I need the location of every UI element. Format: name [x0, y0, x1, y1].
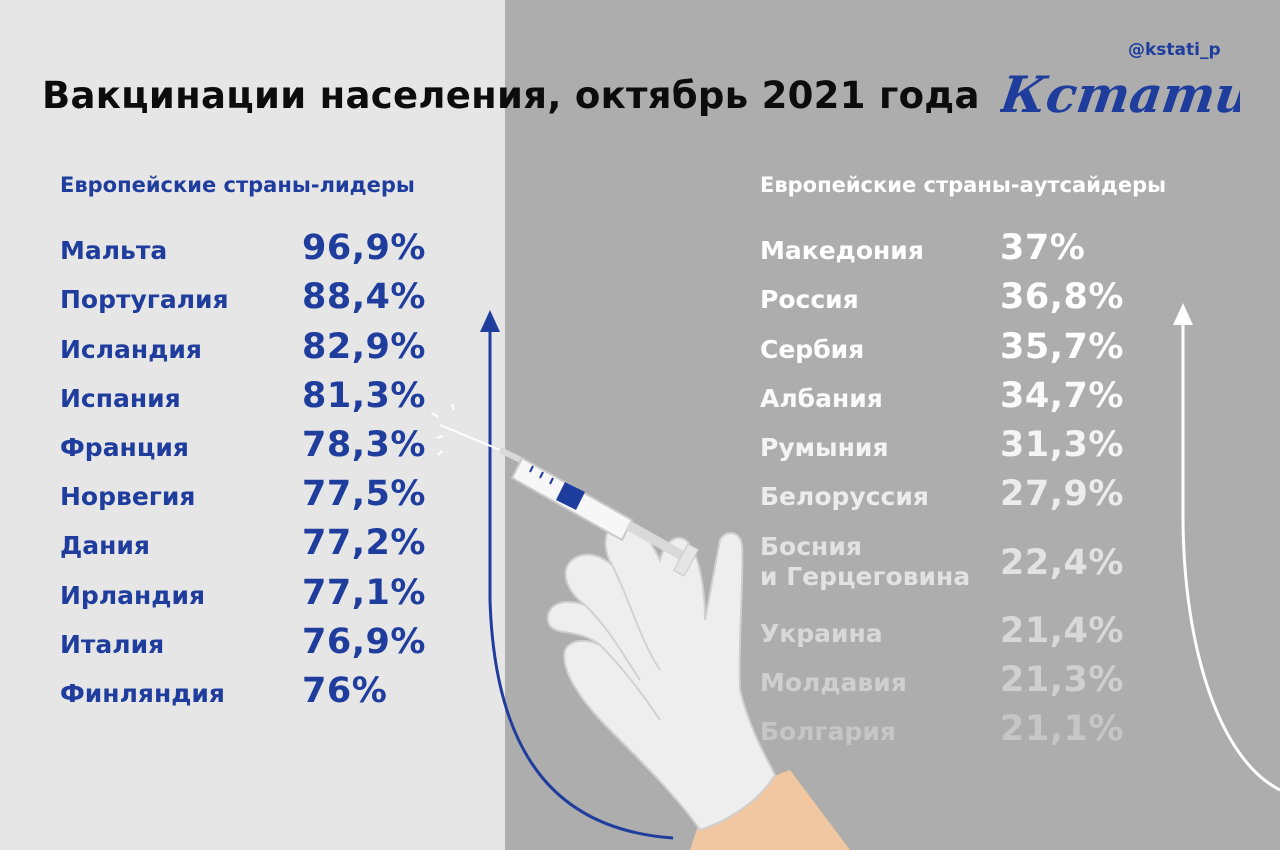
- outsider-value: 34,7%: [1000, 376, 1124, 416]
- gloved-hand-icon: [546, 520, 777, 832]
- outsider-country: Босния: [760, 532, 862, 561]
- leader-country: Италия: [60, 630, 165, 659]
- leader-value: 77,2%: [302, 523, 426, 563]
- outsider-value: 27,9%: [1000, 474, 1124, 514]
- leader-value: 76%: [302, 671, 388, 711]
- outsider-country: Россия: [760, 285, 859, 314]
- outsider-country: Белоруссия: [760, 482, 929, 511]
- leaders-heading: Европейские страны-лидеры: [60, 173, 415, 197]
- outsider-value: 22,4%: [1000, 543, 1124, 583]
- leader-country: Дания: [60, 531, 150, 560]
- page-title: Вакцинации населения, октябрь 2021 года: [42, 74, 980, 117]
- leader-country: Португалия: [60, 285, 229, 314]
- leader-country: Мальта: [60, 236, 168, 265]
- leader-country: Финляндия: [60, 679, 225, 708]
- leader-value: 88,4%: [302, 277, 426, 317]
- outsider-value: 21,3%: [1000, 660, 1124, 700]
- outsider-value: 31,3%: [1000, 425, 1124, 465]
- leader-country: Испания: [60, 384, 181, 413]
- outsider-value: 36,8%: [1000, 277, 1124, 317]
- leader-value: 82,9%: [302, 327, 426, 367]
- outsider-country: Украина: [760, 619, 883, 648]
- outsiders-heading: Европейские страны-аутсайдеры: [760, 173, 1167, 197]
- outsider-country: Албания: [760, 384, 883, 413]
- brand-handle: @kstati_p: [1128, 40, 1221, 60]
- outsider-country: Македония: [760, 236, 924, 265]
- up-arrow-icon: [1173, 303, 1280, 792]
- leader-value: 77,1%: [302, 573, 426, 613]
- left-panel: [0, 0, 505, 850]
- outsider-country: Сербия: [760, 335, 865, 364]
- leader-value: 78,3%: [302, 425, 426, 465]
- leader-value: 76,9%: [302, 622, 426, 662]
- outsider-country: Молдавия: [760, 668, 907, 697]
- leader-country: Ирландия: [60, 581, 206, 610]
- leader-value: 81,3%: [302, 376, 426, 416]
- outsider-country: Болгария: [760, 717, 896, 746]
- outsider-value: 37%: [1000, 228, 1086, 268]
- outsider-country: Румыния: [760, 433, 889, 462]
- leader-country: Франция: [60, 433, 189, 462]
- brand-logo: Кстати,: [995, 60, 1273, 134]
- outsider-value: 21,1%: [1000, 709, 1124, 749]
- leader-value: 77,5%: [302, 474, 426, 514]
- outsider-value: 21,4%: [1000, 611, 1124, 651]
- brand-logo-text: Кстати,: [1000, 65, 1240, 124]
- up-arrow-icon: [480, 310, 674, 840]
- outsider-value: 35,7%: [1000, 327, 1124, 367]
- syringe-icon: [431, 403, 700, 577]
- leader-country: Исландия: [60, 335, 202, 364]
- leader-value: 96,9%: [302, 228, 426, 268]
- leader-country: Норвегия: [60, 482, 196, 511]
- outsider-country: и Герцеговина: [760, 562, 971, 591]
